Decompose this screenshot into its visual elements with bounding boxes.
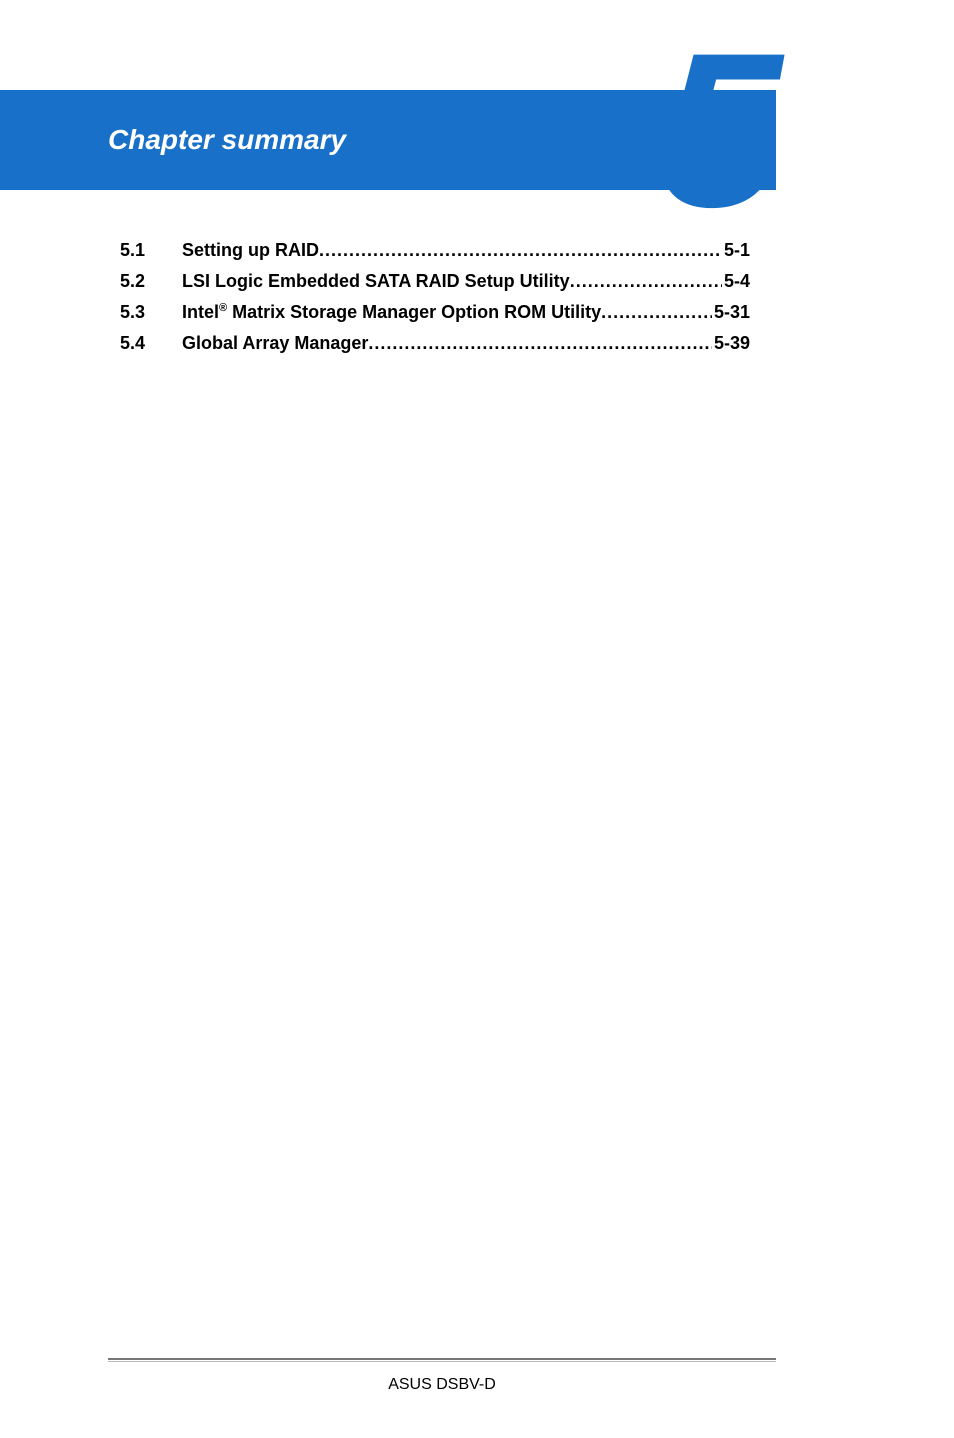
toc-entry-title-sup: ® [219,302,227,314]
page: 5 Chapter summary 5.1 Setting up RAID 5-… [0,0,954,1438]
toc-entry-title-suffix: Matrix Storage Manager Option ROM Utilit… [227,302,601,322]
toc-entry-number: 5.1 [120,240,182,261]
toc-dots [368,333,712,354]
chapter-summary-title: Chapter summary [108,124,346,156]
toc-entry-title: Setting up RAID [182,240,319,261]
toc-entry: 5.2 LSI Logic Embedded SATA RAID Setup U… [120,271,750,292]
toc-entry-page: 5-1 [722,240,750,261]
toc-entry-page: 5-4 [722,271,750,292]
toc-dots [319,240,722,261]
toc-entry: 5.3 Intel® Matrix Storage Manager Option… [120,302,750,323]
footer-text: ASUS DSBV-D [0,1376,954,1394]
toc-entry-number: 5.3 [120,302,182,323]
toc-dots [601,302,712,323]
chapter-summary-banner: Chapter summary [0,90,776,190]
footer-rule [108,1358,776,1362]
toc-entry-title: LSI Logic Embedded SATA RAID Setup Utili… [182,271,570,292]
toc-entry-page: 5-39 [712,333,750,354]
toc-entry-title: Global Array Manager [182,333,368,354]
table-of-contents: 5.1 Setting up RAID 5-1 5.2 LSI Logic Em… [120,240,750,364]
toc-entry: 5.1 Setting up RAID 5-1 [120,240,750,261]
toc-entry-title-prefix: Intel [182,302,219,322]
toc-entry-number: 5.4 [120,333,182,354]
toc-entry-number: 5.2 [120,271,182,292]
toc-entry-title: Intel® Matrix Storage Manager Option ROM… [182,302,601,323]
toc-entry: 5.4 Global Array Manager 5-39 [120,333,750,354]
toc-entry-page: 5-31 [712,302,750,323]
toc-dots [570,271,722,292]
